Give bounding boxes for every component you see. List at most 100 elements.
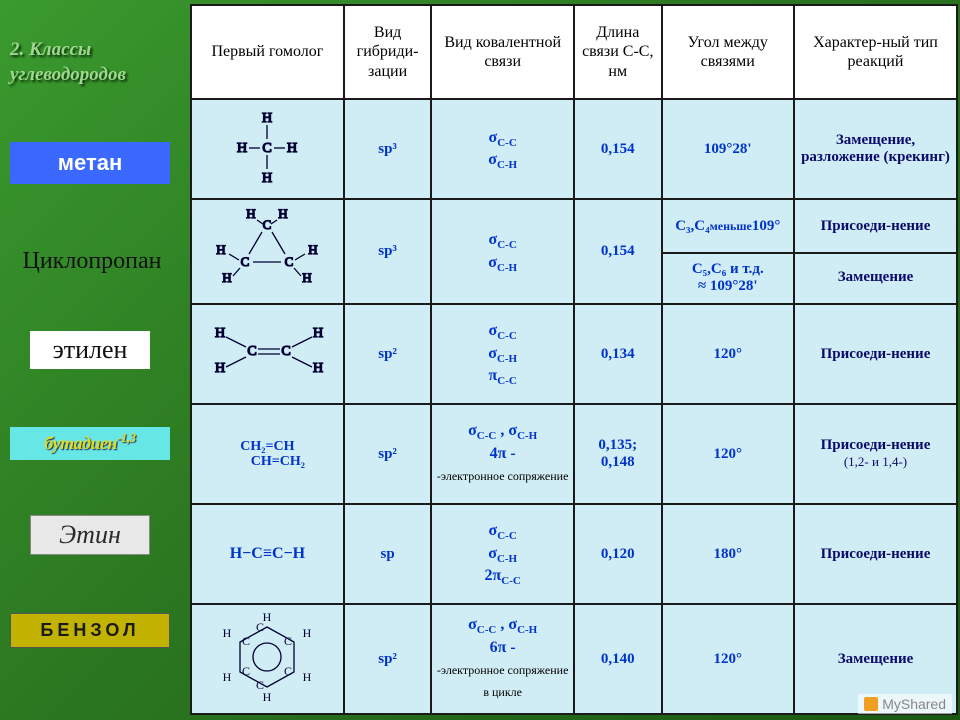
svg-text:H: H — [215, 361, 225, 376]
label-butadiene-sup: -1,3 — [117, 430, 136, 445]
cell-bond: σC-CσC-HπC-C — [431, 304, 574, 404]
cell-angle-bot: C₅,C₆ и т.д.≈ 109°28' — [663, 252, 793, 302]
svg-text:H: H — [303, 270, 312, 285]
svg-text:H: H — [217, 242, 226, 257]
cell-length: 0,120 — [574, 504, 662, 604]
cell-struct: H−C≡C−H — [191, 504, 344, 604]
title-line2: углеводородов — [10, 64, 126, 85]
svg-text:H: H — [223, 670, 232, 684]
svg-text:H: H — [279, 206, 288, 221]
svg-text:C: C — [256, 678, 264, 692]
svg-text:C: C — [285, 254, 294, 269]
cell-length: 0,154 — [574, 199, 662, 304]
table-row: H H C C H H sp² σC-CσC-HπC-C 0,134 120° При… — [191, 304, 957, 404]
label-ethylene: этилен — [30, 331, 150, 369]
svg-text:H: H — [223, 270, 232, 285]
cell-reaction: Присоеди-нение — [794, 504, 957, 604]
svg-text:C: C — [242, 664, 250, 678]
table-row: H−C≡C−H sp σC-CσC-H2πC-C 0,120 180° Прис… — [191, 504, 957, 604]
cell-hybrid: sp² — [344, 304, 432, 404]
cell-hybrid: sp³ — [344, 199, 432, 304]
cell-length: 0,135;0,148 — [574, 404, 662, 504]
svg-text:C: C — [256, 620, 264, 634]
cell-angle-split: C₃,C₄меньше 109° C₅,C₆ и т.д.≈ 109°28' — [662, 199, 794, 304]
cell-hybrid: sp — [344, 504, 432, 604]
svg-text:H: H — [313, 361, 323, 376]
svg-text:H: H — [247, 206, 256, 221]
cyclopropane-structure-icon: CCC HH HH HH — [207, 204, 327, 294]
ethylene-structure-icon: H H C C H H — [202, 317, 332, 387]
cell-angle: 120° — [662, 404, 794, 504]
watermark-text: MyShared — [882, 696, 946, 712]
th-reaction: Характер-ный тип реакций — [794, 5, 957, 99]
th-angle: Угол между связями — [662, 5, 794, 99]
svg-text:C: C — [284, 664, 292, 678]
svg-text:C: C — [284, 634, 292, 648]
label-benzene: БЕНЗОЛ — [10, 613, 170, 648]
svg-text:C: C — [248, 344, 257, 359]
cell-angle: 120° — [662, 304, 794, 404]
cell-bond: σC-CσC-H — [431, 199, 574, 304]
title-line1: 2. Классы — [10, 39, 91, 60]
cell-angle-top: C₃,C₄меньше 109° — [663, 202, 793, 252]
cell-struct: H HCH H — [191, 99, 344, 199]
svg-text:H: H — [237, 141, 247, 156]
cell-angle: 120° — [662, 604, 794, 714]
cell-hybrid: sp² — [344, 404, 432, 504]
cell-reaction-top: Присоеди-нение — [795, 202, 956, 252]
methane-structure-icon: H HCH H — [227, 107, 307, 187]
watermark: MyShared — [858, 694, 952, 714]
table-row: CH₂=CH CH=CH₂ sp² σC-C , σC-H4π --электр… — [191, 404, 957, 504]
svg-text:H: H — [309, 242, 318, 257]
svg-text:H: H — [263, 690, 272, 704]
cell-struct: HHH HHH CCC CCC — [191, 604, 344, 714]
cell-bond: σC-CσC-H — [431, 99, 574, 199]
cell-hybrid: sp² — [344, 604, 432, 714]
watermark-icon — [864, 697, 878, 711]
cell-struct: CCC HH HH HH — [191, 199, 344, 304]
slide-title: 2. Классы углеводородов — [10, 38, 190, 87]
cell-hybrid: sp³ — [344, 99, 432, 199]
svg-text:C: C — [241, 254, 250, 269]
label-butadiene-text: бутадиен — [44, 433, 117, 453]
cell-length: 0,134 — [574, 304, 662, 404]
table-row: H HCH H sp³ σC-CσC-H 0,154 109°28' Замещ… — [191, 99, 957, 199]
cell-struct: CH₂=CH CH=CH₂ — [191, 404, 344, 504]
th-hybrid: Вид гибриди-зации — [344, 5, 432, 99]
svg-text:C: C — [263, 217, 272, 232]
svg-text:H: H — [262, 171, 272, 186]
svg-text:H: H — [223, 626, 232, 640]
th-bond: Вид ковалентной связи — [431, 5, 574, 99]
cell-reaction: Присоеди-нение(1,2- и 1,4-) — [794, 404, 957, 504]
cell-angle: 109°28' — [662, 99, 794, 199]
table-row: CCC HH HH HH sp³ σC-CσC-H 0,154 C₃,C₄мен… — [191, 199, 957, 304]
cell-reaction: Замещение, разложение (крекинг) — [794, 99, 957, 199]
cell-reaction-split: Присоеди-нение Замещение — [794, 199, 957, 304]
svg-text:C: C — [263, 141, 272, 156]
benzene-structure-icon: HHH HHH CCC CCC — [212, 609, 322, 704]
svg-text:H: H — [303, 626, 312, 640]
table-header-row: Первый гомолог Вид гибриди-зации Вид ков… — [191, 5, 957, 99]
label-ethyne: Этин — [30, 515, 150, 555]
cell-length: 0,140 — [574, 604, 662, 714]
th-homolog: Первый гомолог — [191, 5, 344, 99]
cell-bond: σC-CσC-H2πC-C — [431, 504, 574, 604]
svg-text:H: H — [313, 326, 323, 341]
label-butadiene: бутадиен-1,3 — [10, 427, 170, 460]
table-row: HHH HHH CCC CCC sp² σC-C , σC-H6π --элек… — [191, 604, 957, 714]
svg-text:H: H — [262, 111, 272, 126]
hydrocarbon-table: Первый гомолог Вид гибриди-зации Вид ков… — [190, 4, 958, 715]
svg-text:H: H — [303, 670, 312, 684]
cell-reaction: Присоеди-нение — [794, 304, 957, 404]
row-labels-column: метан Циклопропан этилен бутадиен-1,3 Эт… — [0, 110, 190, 648]
cell-reaction-bot: Замещение — [795, 252, 956, 302]
cell-angle: 180° — [662, 504, 794, 604]
svg-text:C: C — [242, 634, 250, 648]
cell-struct: H H C C H H — [191, 304, 344, 404]
label-cyclopropane: Циклопропан — [0, 242, 192, 281]
svg-text:H: H — [215, 326, 225, 341]
label-methane: метан — [10, 142, 170, 184]
svg-text:C: C — [282, 344, 291, 359]
cell-length: 0,154 — [574, 99, 662, 199]
cell-bond: σC-C , σC-H4π --электронное сопряжение — [431, 404, 574, 504]
